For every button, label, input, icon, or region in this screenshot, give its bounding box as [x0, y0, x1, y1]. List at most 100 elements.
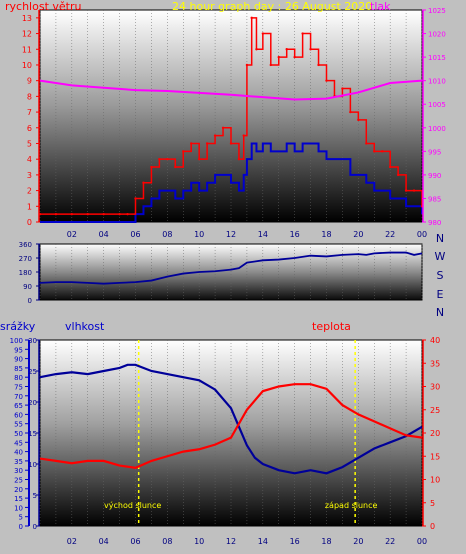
rain-tick-label: 10 — [14, 504, 23, 512]
wind-pressure-axes: 0123456789101112139809859909951000100510… — [22, 7, 446, 239]
hour-tick-label: 02 — [67, 537, 77, 546]
wind-gust-point — [293, 55, 296, 59]
humidity-tick-label: 0 — [33, 523, 37, 531]
rain-tick-label: 40 — [14, 449, 23, 457]
wind-gust-point — [245, 63, 249, 67]
wind-gust-point — [213, 134, 217, 137]
hour-tick-label: 06 — [130, 230, 140, 239]
sunset-label: západ slunce — [325, 501, 378, 510]
wind-gust-point — [277, 55, 280, 59]
wind-gust-point — [309, 48, 312, 51]
wind-gust-point — [150, 165, 153, 169]
pressure-tick-label: 1025 — [428, 7, 446, 15]
hour-tick-label: 22 — [385, 537, 395, 546]
chart-title: 24 hour graph day : 26 August 2020 — [172, 0, 372, 13]
wind-pressure-series — [38, 16, 424, 223]
temperature-tick-label: 20 — [430, 429, 440, 438]
temperature-tick-label: 15 — [430, 452, 440, 461]
pressure-tick-label: 1020 — [428, 31, 446, 39]
rain-tick-label: 35 — [14, 458, 23, 466]
pressure-tick-label: 980 — [428, 219, 441, 227]
wind-gust-point — [301, 32, 304, 35]
direction-tick-label: 180 — [19, 269, 32, 277]
compass-label: N — [436, 232, 444, 245]
pressure-tick-label: 990 — [428, 172, 441, 180]
hour-tick-label: 08 — [162, 537, 172, 546]
wind-direction-series — [39, 251, 423, 285]
wind-tick-label: 6 — [27, 124, 32, 133]
hour-tick-label: 10 — [194, 230, 204, 239]
wind-gust-point — [242, 134, 245, 137]
hour-tick-label: 04 — [99, 537, 109, 546]
temperature-tick-label: 30 — [430, 383, 440, 392]
wind-gust-point — [388, 165, 392, 169]
humidity-tick-label: 20 — [28, 399, 37, 407]
wind-gust-point — [255, 48, 258, 51]
wind-average-series — [40, 142, 423, 223]
wind-speed-axis-label: rychlost větru — [5, 0, 81, 13]
hour-tick-label: 12 — [226, 537, 236, 546]
wind-gust-point — [142, 181, 145, 184]
wind-gust-point — [269, 63, 272, 67]
pressure-tick-label: 1000 — [428, 125, 446, 133]
rain-tick-label: 65 — [14, 402, 23, 410]
wind-gust-point — [221, 126, 225, 129]
wind-gust-point — [365, 142, 368, 145]
wind-gust-point — [197, 157, 201, 161]
wind-gust-point — [404, 189, 408, 192]
sunrise-label: východ slunce — [104, 501, 161, 510]
compass-label: E — [437, 288, 444, 301]
rain-tick-label: 5 — [19, 514, 23, 522]
rain-tick-label: 25 — [14, 477, 23, 485]
compass-label: N — [436, 306, 444, 319]
hour-tick-label: 08 — [162, 230, 172, 239]
wind-tick-label: 11 — [22, 45, 32, 54]
hour-tick-label: 20 — [353, 230, 363, 239]
humidity-temperature-axes: 0510152025303540455055606570758085909510… — [10, 336, 441, 546]
humidity-tick-label: 30 — [28, 337, 37, 345]
humidity-tick-label: 5 — [33, 492, 37, 500]
wind-gust-point — [325, 79, 328, 82]
pressure-tick-label: 985 — [428, 195, 441, 203]
wind-gust-point — [126, 212, 129, 216]
wind-gust-point — [396, 173, 400, 177]
hour-tick-label: 14 — [258, 230, 268, 239]
wind-gust-point — [158, 157, 161, 161]
pressure-tick-label: 1015 — [428, 54, 446, 62]
wind-gust-point — [317, 63, 320, 67]
direction-tick-label: 360 — [19, 241, 32, 249]
rain-tick-label: 90 — [14, 356, 23, 364]
temperature-axis-label: teplota — [312, 320, 351, 333]
wind-gust-series — [40, 17, 423, 215]
wind-gust-point — [190, 142, 193, 145]
wind-gust-point — [166, 157, 169, 161]
hour-tick-label: 00 — [417, 230, 427, 239]
wind-gust-point — [118, 212, 121, 216]
humidity-axis-label: vlhkost — [65, 320, 105, 333]
wind-tick-label: 7 — [27, 108, 32, 117]
hour-tick-label: 12 — [226, 230, 236, 239]
wind-tick-label: 12 — [22, 30, 32, 39]
pressure-series — [39, 79, 423, 101]
wind-tick-label: 9 — [27, 77, 32, 86]
wind-tick-label: 0 — [27, 218, 32, 227]
wind-gust-point — [102, 212, 105, 216]
rain-tick-label: 45 — [14, 439, 23, 447]
wind-tick-label: 1 — [27, 202, 32, 211]
wind-gust-point — [250, 16, 253, 20]
wind-gust-point — [357, 118, 360, 122]
wind-tick-label: 8 — [27, 92, 32, 101]
temperature-tick-label: 0 — [430, 522, 435, 531]
wind-gust-point — [237, 157, 241, 161]
wind-gust-point — [285, 48, 288, 51]
rain-tick-label: 100 — [10, 337, 23, 345]
wind-direction-series — [39, 251, 423, 285]
temperature-tick-label: 10 — [430, 476, 440, 485]
hour-tick-label: 06 — [130, 537, 140, 546]
temperature-tick-label: 35 — [430, 359, 440, 368]
wind-tick-label: 10 — [22, 61, 32, 70]
pressure-tick-label: 995 — [428, 148, 441, 156]
compass-label: W — [435, 250, 446, 263]
temperature-tick-label: 25 — [430, 406, 440, 415]
